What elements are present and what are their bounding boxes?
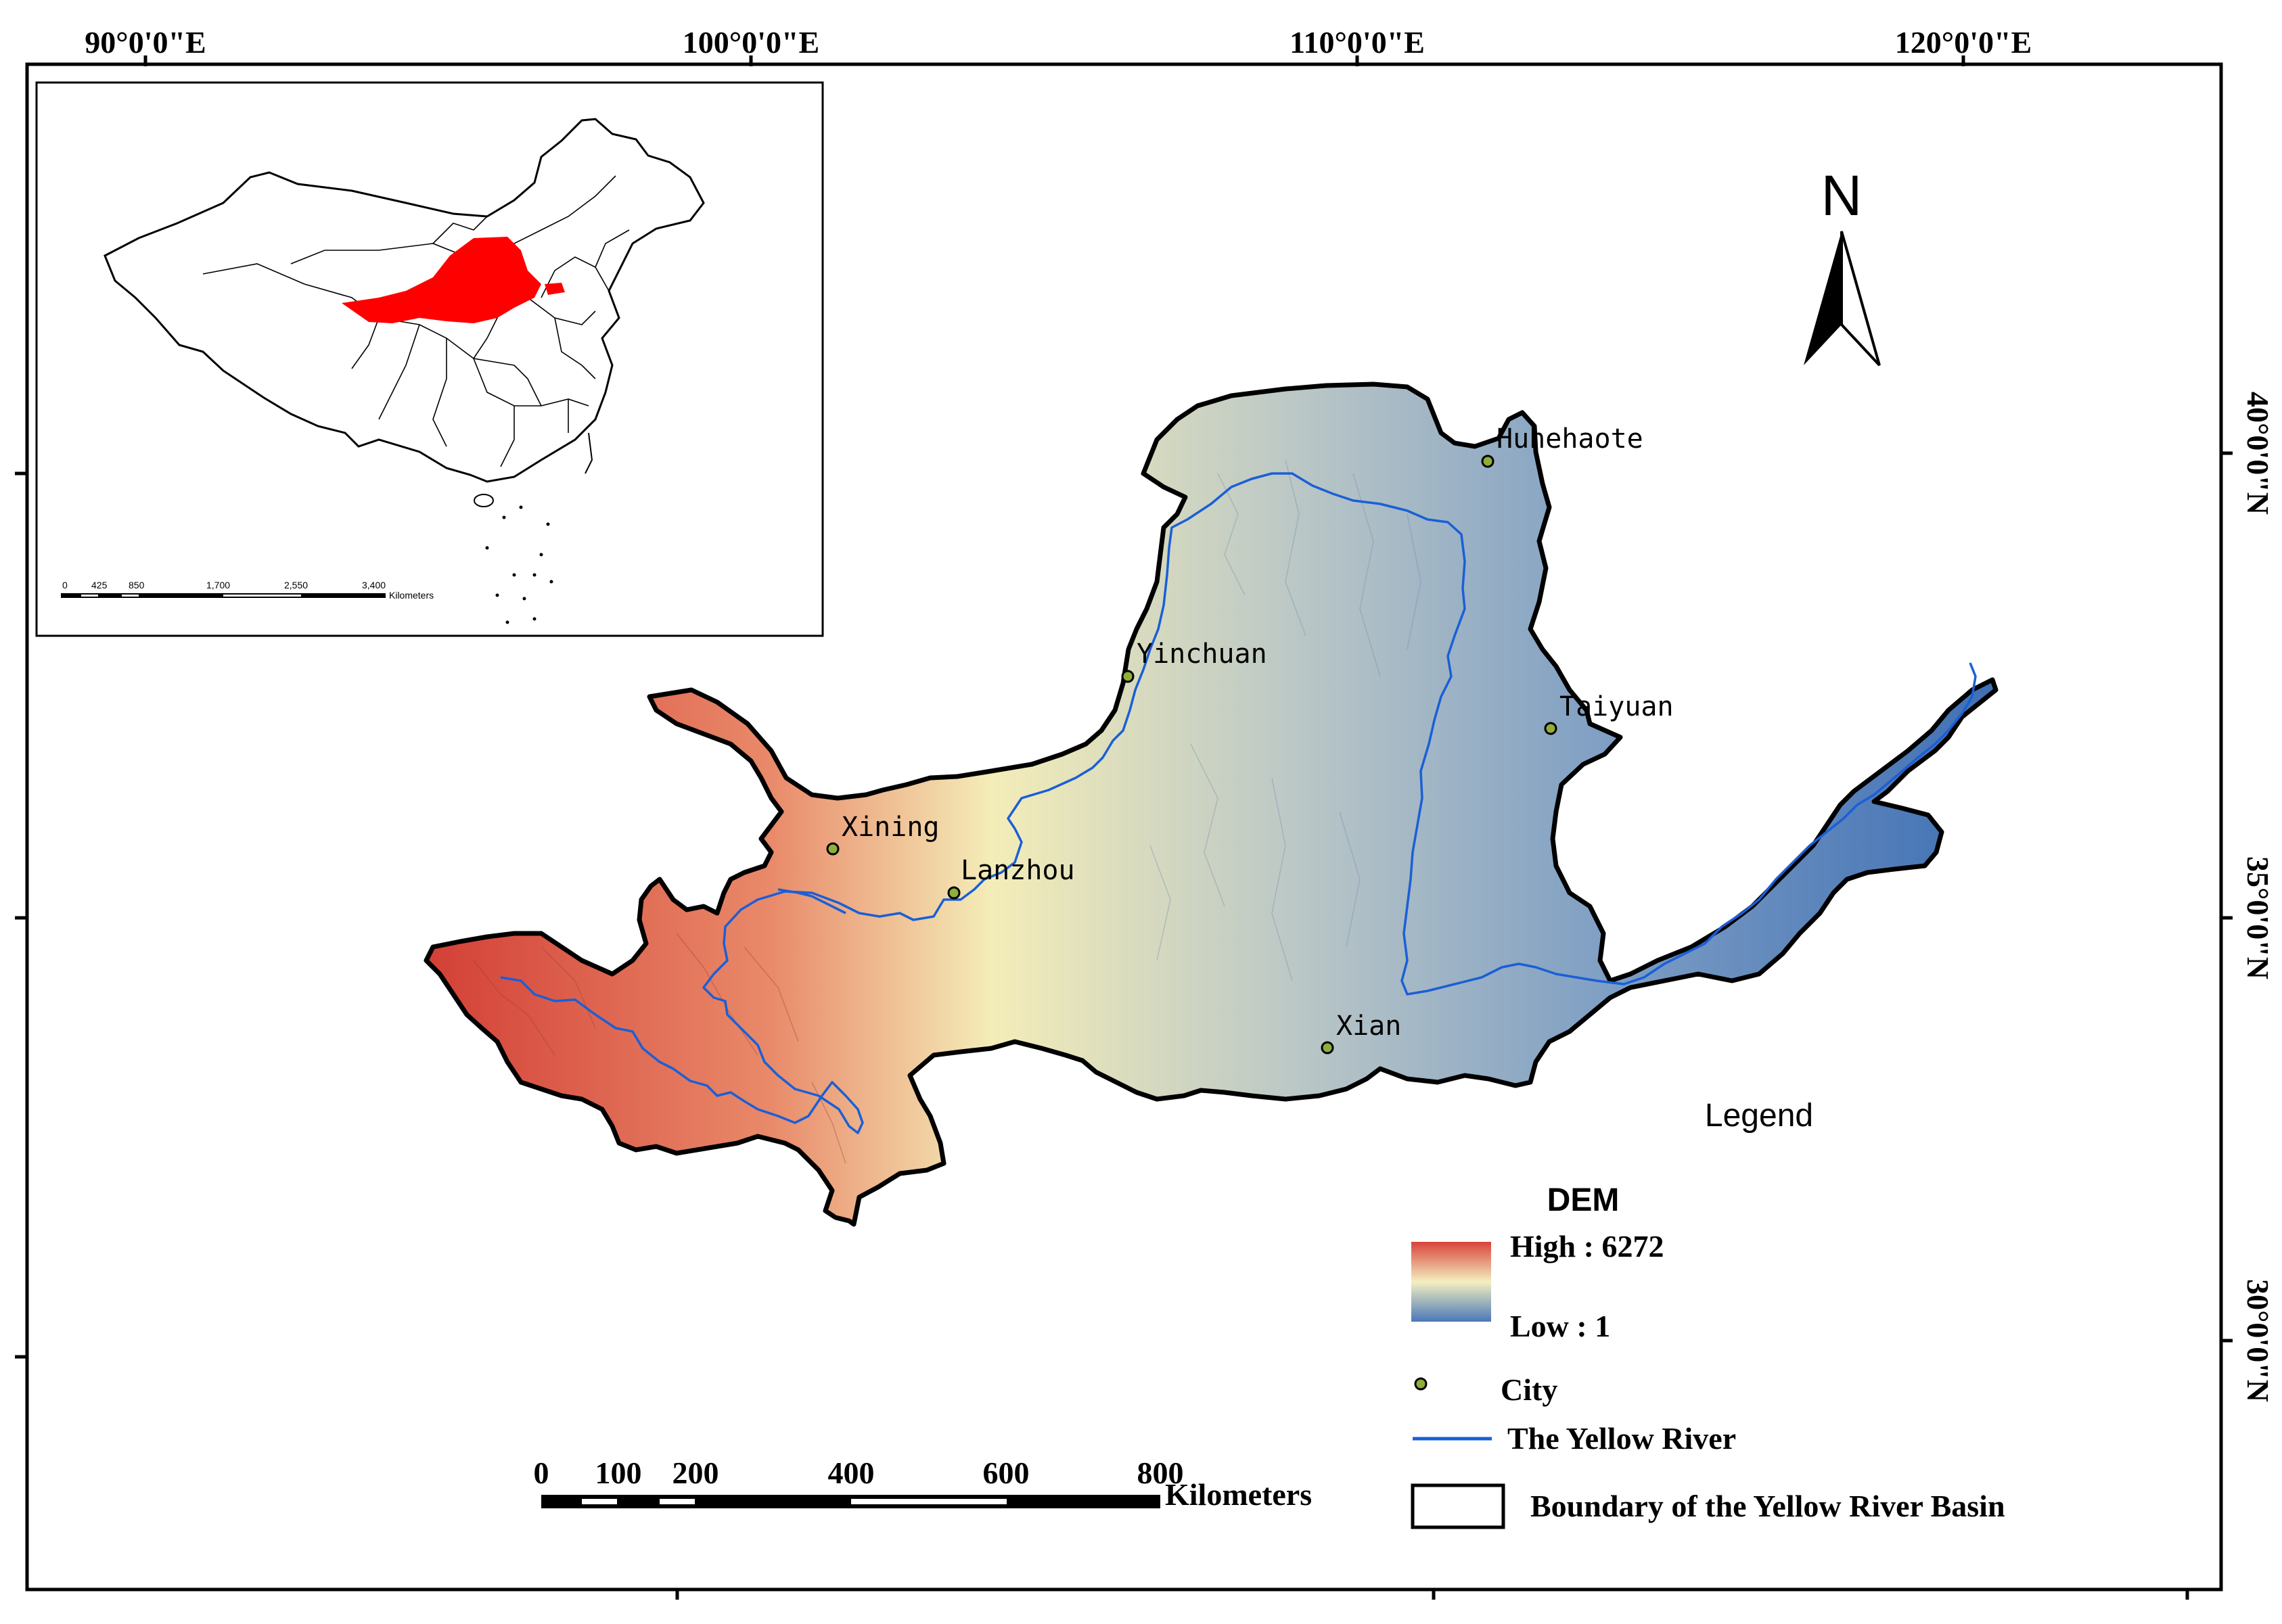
city-marker-xian xyxy=(1321,1041,1334,1054)
city-label-xian: Xian xyxy=(1336,1011,1401,1042)
city-label-xining: Xining xyxy=(842,812,940,843)
city-label-taiyuan: Taiyuan xyxy=(1559,691,1674,722)
inset-scale-unit: Kilometers xyxy=(389,590,434,601)
legend-city-label: City xyxy=(1501,1372,1557,1407)
city-label-huhehaote: Huhehaote xyxy=(1497,423,1643,455)
lat-label-40: 40°0'0"N xyxy=(2241,392,2275,515)
legend-boundary-swatch xyxy=(1411,1483,1505,1529)
legend: Legend DEM High : 6272 Low : 1 City The … xyxy=(1411,1098,2005,1529)
city-marker-xining xyxy=(826,842,840,856)
cities: Huhehaote Yinchuan Taiyuan Xining Lanzho… xyxy=(826,423,1674,1054)
legend-city-marker xyxy=(1414,1377,1428,1391)
basin xyxy=(424,381,1999,1227)
inset-scale-tick-850: 850 xyxy=(129,580,145,590)
north-arrow-label: N xyxy=(1821,164,1863,227)
bottom-ticks xyxy=(675,1588,2189,1600)
inset-scale-tick-2550: 2,550 xyxy=(284,580,308,590)
inset-scale-tick-0: 0 xyxy=(62,580,68,590)
left-ticks xyxy=(15,471,27,1359)
terrain-texture xyxy=(1149,459,1421,981)
north-arrow-right-half xyxy=(1840,231,1881,367)
legend-boundary-label: Boundary of the Yellow River Basin xyxy=(1530,1489,2005,1523)
legend-title: Legend xyxy=(1705,1098,1813,1134)
yellow-river-line xyxy=(500,472,1977,1134)
city-marker-lanzhou xyxy=(947,886,961,900)
legend-dem-title: DEM xyxy=(1547,1182,1620,1218)
lon-label-90: 90°0'0"E xyxy=(85,25,206,60)
basin-dem-surface xyxy=(424,381,1999,1227)
city-label-lanzhou: Lanzhou xyxy=(961,855,1075,886)
map-frame xyxy=(25,62,2223,1592)
scale-bar: 0 100 200 400 600 800 Kilometers xyxy=(534,1456,1313,1512)
scale-tick-800: 800 xyxy=(1137,1456,1184,1490)
right-ticks xyxy=(2221,451,2233,1343)
scale-tick-200: 200 xyxy=(672,1456,719,1490)
taiwan-island xyxy=(585,432,593,474)
north-arrow-left-half xyxy=(1804,231,1842,365)
hainan-island xyxy=(474,494,494,507)
legend-dem-low: Low : 1 xyxy=(1510,1309,1610,1343)
lon-label-120: 120°0'0"E xyxy=(1895,25,2032,60)
yellow-river-upstream-branch xyxy=(777,888,846,914)
north-arrow: N xyxy=(1804,164,1881,367)
scale-tick-400: 400 xyxy=(828,1456,875,1490)
lat-label-35: 35°0'0"N xyxy=(2241,856,2275,979)
legend-river-label: The Yellow River xyxy=(1507,1421,1736,1456)
inset-scale-bar: 0 425 850 1,700 2,550 3,400 Kilometers xyxy=(61,580,434,601)
city-marker-yinchuan xyxy=(1121,670,1135,683)
scale-tick-600: 600 xyxy=(983,1456,1030,1490)
city-label-yinchuan: Yinchuan xyxy=(1137,639,1267,670)
scale-tick-0: 0 xyxy=(534,1456,549,1490)
inset-scale-tick-1700: 1,700 xyxy=(206,580,230,590)
inset-basin-highlight xyxy=(342,237,541,323)
lat-label-30: 30°0'0"N xyxy=(2241,1279,2275,1402)
legend-dem-high: High : 6272 xyxy=(1510,1229,1664,1263)
inset-scale-tick-425: 425 xyxy=(91,580,108,590)
city-marker-huhehaote xyxy=(1481,455,1494,468)
inset-basin-highlight-delta xyxy=(545,283,565,295)
inset-map: 0 425 850 1,700 2,550 3,400 Kilometers xyxy=(35,81,824,637)
lon-label-100: 100°0'0"E xyxy=(683,25,819,60)
scale-unit: Kilometers xyxy=(1165,1477,1312,1512)
lon-label-110: 110°0'0"E xyxy=(1290,25,1425,60)
inset-scale-tick-3400: 3,400 xyxy=(362,580,386,590)
south-sea-islands xyxy=(485,505,553,624)
top-ticks xyxy=(143,55,1965,66)
scale-bar-body xyxy=(541,1495,1160,1508)
legend-dem-swatch xyxy=(1411,1242,1491,1322)
city-marker-taiyuan xyxy=(1544,722,1557,735)
scale-tick-100: 100 xyxy=(595,1456,642,1490)
